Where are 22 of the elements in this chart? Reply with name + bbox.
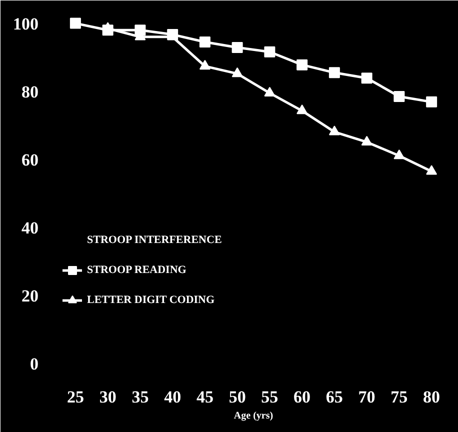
legend-label: LETTER DIGIT CODING: [87, 294, 215, 306]
x-tick-label: 65: [326, 388, 343, 406]
x-axis-title: Age (yrs): [234, 410, 274, 422]
x-tick-label: 25: [66, 388, 84, 406]
x-tick-label: 50: [228, 388, 246, 406]
x-tick-label: 40: [164, 388, 182, 406]
x-tick-label: 45: [196, 388, 214, 406]
y-tick-label: 20: [22, 286, 38, 306]
x-tick-label: 55: [261, 388, 278, 406]
y-tick-label: 60: [22, 150, 38, 170]
y-tick-label: 100: [13, 14, 38, 34]
legend-label: STROOP READING: [87, 264, 186, 276]
x-tick-label: 75: [390, 388, 408, 406]
x-tick-label: 70: [358, 388, 376, 406]
x-tick-label: 35: [132, 388, 149, 406]
x-tick-label: 60: [294, 388, 311, 406]
text: STROOP INTERFERENCE: [87, 234, 222, 246]
y-tick-label: 0: [30, 354, 38, 374]
y-tick-label: 80: [22, 82, 38, 102]
x-tick-label: 30: [99, 388, 116, 406]
y-tick-label: 40: [22, 218, 38, 238]
x-tick-label: 80: [423, 388, 440, 406]
